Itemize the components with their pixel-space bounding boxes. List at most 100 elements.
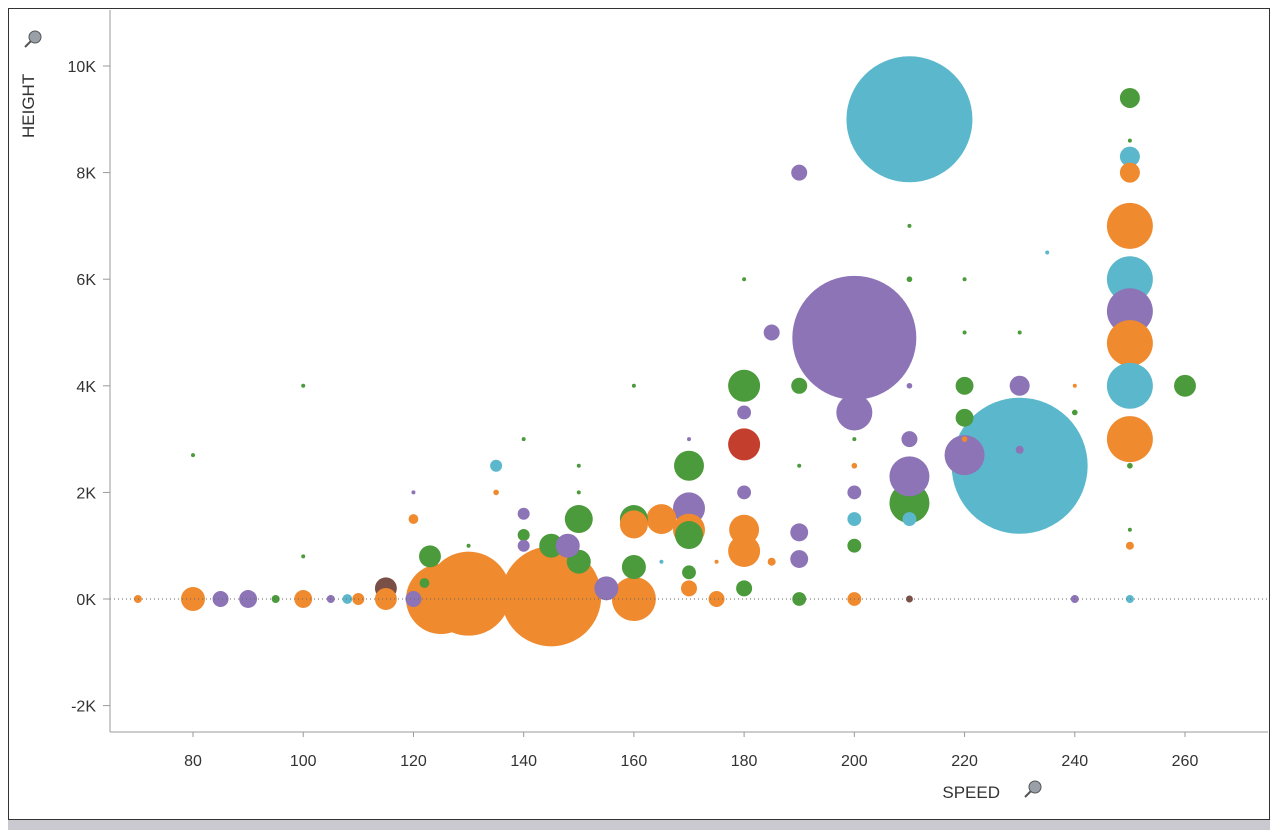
bubble-green[interactable] — [906, 276, 913, 283]
bubble-purple[interactable] — [791, 164, 808, 181]
bubble-orange[interactable] — [181, 587, 205, 611]
bubble-orange[interactable] — [1106, 202, 1153, 249]
bubble-orange[interactable] — [681, 580, 697, 597]
bubble-cyan[interactable] — [1125, 595, 1134, 603]
bubble-purple[interactable] — [405, 591, 422, 607]
bubble-green[interactable] — [1127, 527, 1132, 532]
bubble-cyan[interactable] — [1119, 146, 1140, 167]
bubble-purple[interactable] — [790, 550, 809, 568]
bubble-orange[interactable] — [611, 577, 656, 621]
bubble-orange[interactable] — [728, 535, 761, 568]
bubble-cyan[interactable] — [342, 594, 353, 604]
bubble-red[interactable] — [728, 428, 761, 461]
bubble-orange[interactable] — [1125, 541, 1134, 550]
bubble-purple[interactable] — [517, 507, 530, 520]
bubble-green[interactable] — [564, 505, 593, 534]
y-axis-pin-icon[interactable] — [24, 30, 42, 48]
bubble-green[interactable] — [682, 565, 696, 580]
horizontal-scrollbar[interactable] — [8, 820, 1270, 830]
bubble-green[interactable] — [1017, 330, 1022, 335]
bubble-green[interactable] — [792, 592, 807, 606]
bubble-green[interactable] — [1174, 374, 1196, 397]
bubble-purple[interactable] — [517, 539, 530, 552]
bubble-green[interactable] — [301, 383, 306, 388]
bubble-green[interactable] — [621, 555, 646, 580]
bubble-purple[interactable] — [847, 485, 862, 500]
bubble-green[interactable] — [576, 490, 581, 495]
bubble-purple[interactable] — [212, 591, 229, 607]
bubble-purple[interactable] — [594, 576, 619, 601]
bubble-green[interactable] — [791, 377, 808, 394]
bubble-green[interactable] — [271, 595, 280, 603]
bubble-orange[interactable] — [619, 510, 648, 539]
bubble-orange[interactable] — [851, 462, 858, 469]
bubble-green[interactable] — [1127, 138, 1132, 143]
bubble-green[interactable] — [736, 580, 753, 597]
bubble-green[interactable] — [742, 277, 747, 282]
bubble-orange[interactable] — [493, 489, 499, 496]
bubble-purple[interactable] — [1015, 445, 1024, 454]
bubble-purple[interactable] — [687, 437, 691, 442]
bubble-orange[interactable] — [408, 514, 419, 524]
bubble-green[interactable] — [301, 554, 306, 559]
bubble-green[interactable] — [847, 538, 862, 553]
bubble-green[interactable] — [521, 437, 526, 442]
bubble-orange[interactable] — [708, 591, 725, 607]
bubble-purple[interactable] — [411, 490, 416, 495]
bubble-green[interactable] — [907, 223, 912, 228]
bubble-cyan[interactable] — [1106, 362, 1153, 409]
bubble-cyan[interactable] — [847, 512, 862, 526]
bubble-green[interactable] — [955, 408, 974, 427]
bubble-brown[interactable] — [905, 595, 913, 603]
bubble-green[interactable] — [576, 463, 581, 468]
bubble-orange[interactable] — [646, 504, 677, 535]
bubble-green[interactable] — [419, 578, 430, 588]
bubble-orange[interactable] — [961, 436, 968, 442]
bubble-cyan[interactable] — [659, 559, 664, 564]
bubble-green[interactable] — [728, 369, 761, 402]
bubble-green[interactable] — [539, 533, 564, 558]
bubble-purple[interactable] — [737, 485, 752, 500]
bubble-green[interactable] — [191, 453, 195, 458]
bubble-purple[interactable] — [889, 456, 930, 497]
bubble-purple[interactable] — [1106, 288, 1153, 335]
bubble-purple[interactable] — [792, 275, 917, 400]
bubble-orange[interactable] — [1119, 162, 1140, 183]
bubble-purple[interactable] — [790, 523, 809, 542]
bubble-green[interactable] — [675, 521, 703, 550]
bubble-green[interactable] — [419, 545, 441, 568]
x-axis-pin-icon[interactable] — [1024, 780, 1042, 798]
bubble-purple[interactable] — [1009, 375, 1030, 396]
bubble-purple[interactable] — [901, 431, 918, 448]
bubble-purple[interactable] — [737, 405, 752, 420]
bubble-purple[interactable] — [239, 590, 258, 608]
bubble-cyan[interactable] — [951, 397, 1088, 534]
bubble-cyan[interactable] — [902, 512, 917, 526]
bubble-orange[interactable] — [133, 595, 142, 603]
bubble-green[interactable] — [962, 277, 967, 282]
bubble-green[interactable] — [1127, 462, 1133, 469]
bubble-cyan[interactable] — [1106, 256, 1153, 303]
bubble-cyan[interactable] — [490, 459, 503, 472]
bubble-orange[interactable] — [1072, 383, 1077, 388]
bubble-purple[interactable] — [555, 533, 580, 558]
bubble-green[interactable] — [466, 543, 471, 548]
bubble-green[interactable] — [852, 437, 857, 442]
bubble-orange[interactable] — [1106, 416, 1153, 463]
bubble-green[interactable] — [797, 463, 802, 468]
bubble-purple[interactable] — [944, 435, 985, 476]
bubble-orange[interactable] — [374, 588, 397, 610]
bubble-orange[interactable] — [294, 590, 313, 608]
bubble-green[interactable] — [1071, 409, 1078, 416]
bubble-green[interactable] — [962, 330, 967, 335]
bubble-cyan[interactable] — [1045, 250, 1050, 255]
bubble-purple[interactable] — [906, 382, 913, 389]
bubble-purple[interactable] — [836, 394, 873, 431]
bubble-green[interactable] — [1119, 87, 1140, 108]
bubble-orange[interactable] — [767, 557, 776, 566]
bubble-green[interactable] — [955, 376, 974, 395]
bubble-orange[interactable] — [729, 514, 760, 545]
bubble-green[interactable] — [674, 450, 704, 481]
bubble-orange[interactable] — [714, 559, 719, 564]
bubble-green[interactable] — [517, 529, 530, 542]
